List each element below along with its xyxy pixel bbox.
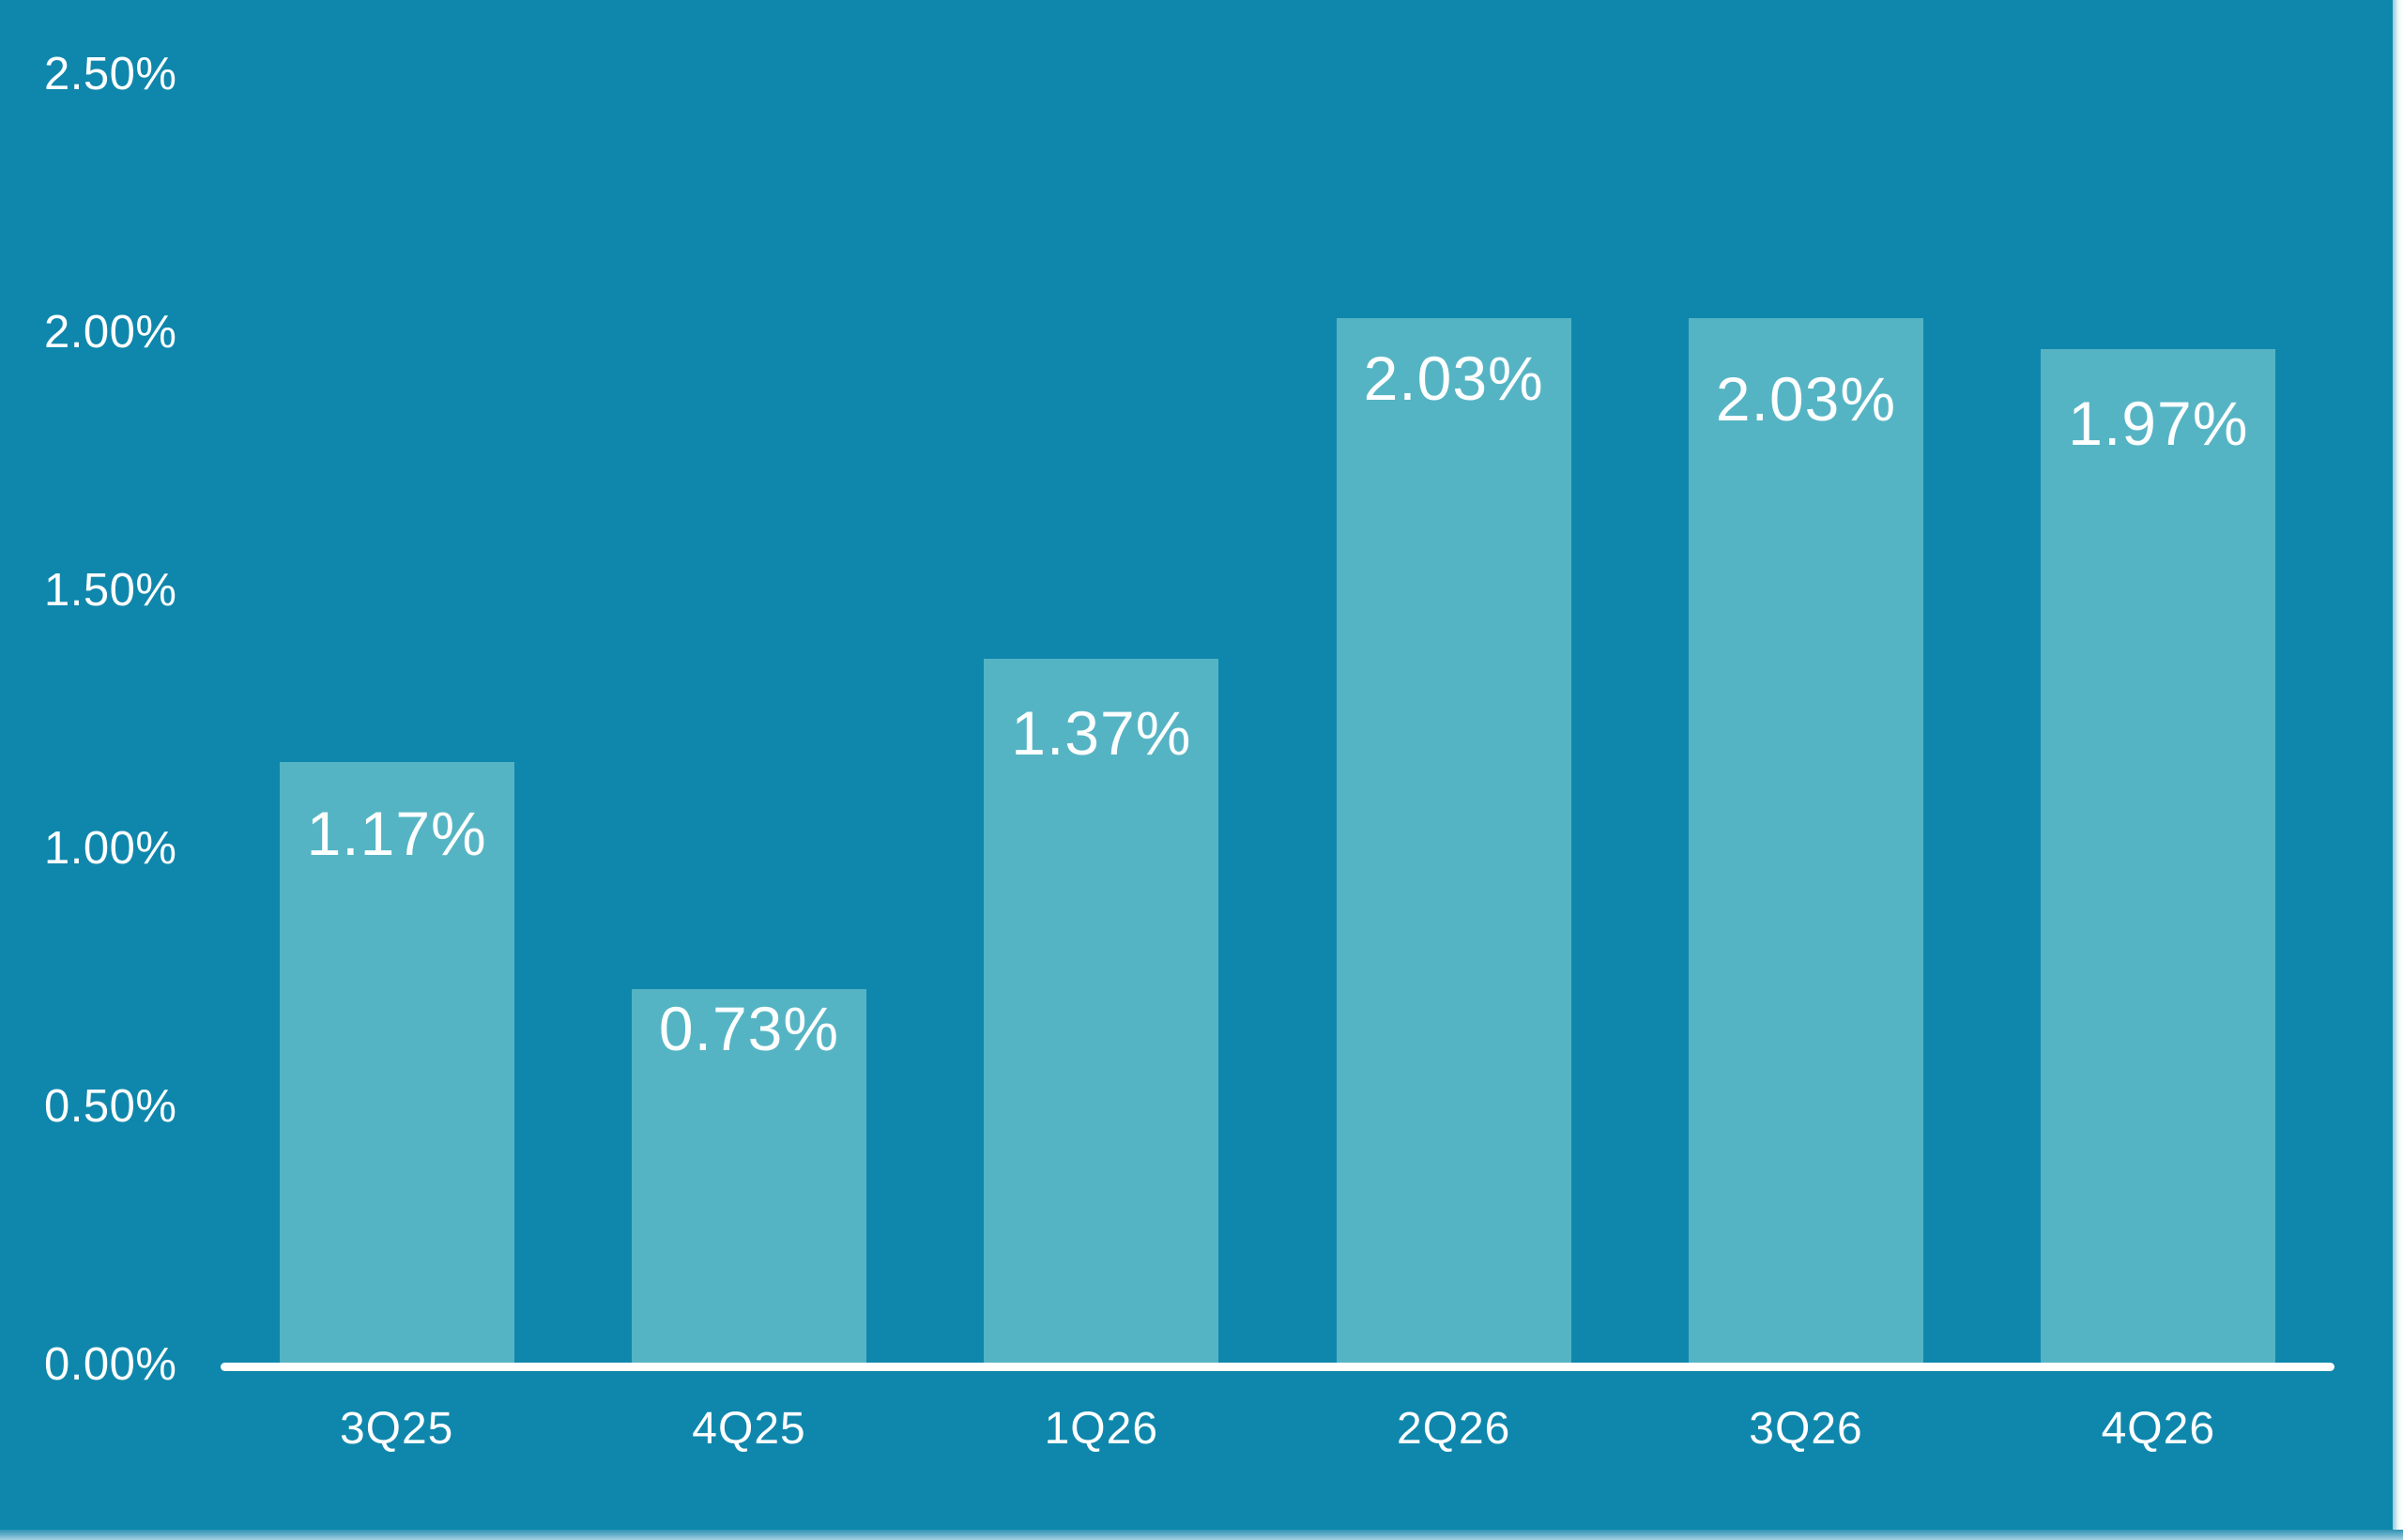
bar-value-label: 2.03%	[1715, 363, 1897, 434]
bar-4q26: 1.97%	[2041, 348, 2276, 1365]
slide-right-edge	[2393, 0, 2403, 1540]
bar-1q26: 1.37%	[984, 658, 1219, 1365]
bar-value-label: 1.37%	[1011, 697, 1192, 768]
y-axis-tick: 1.50%	[44, 565, 177, 617]
x-axis-label-4q25: 4Q25	[692, 1404, 806, 1454]
slide-bottom-edge	[0, 1530, 2403, 1540]
bar-value-label: 1.97%	[2068, 388, 2249, 458]
y-axis-tick: 2.50%	[44, 49, 177, 100]
y-axis-tick: 0.00%	[44, 1339, 177, 1391]
x-axis-label-3q26: 3Q26	[1749, 1404, 1863, 1454]
x-axis-label-3q25: 3Q25	[339, 1404, 454, 1454]
bar-3q26: 2.03%	[1689, 317, 1923, 1365]
bar-value-label: 1.17%	[306, 798, 487, 868]
bar-3q25: 1.17%	[279, 761, 514, 1365]
bar-2q26: 2.03%	[1336, 317, 1571, 1365]
y-axis-tick: 1.00%	[44, 823, 177, 875]
bar-value-label: 0.73%	[658, 993, 840, 1063]
x-axis-baseline	[221, 1363, 2334, 1371]
bar-value-label: 2.03%	[1363, 343, 1544, 413]
x-axis-label-2q26: 2Q26	[1396, 1404, 1511, 1454]
bar-4q25: 0.73%	[632, 988, 866, 1365]
y-axis-tick: 0.50%	[44, 1081, 177, 1133]
x-axis-label-4q26: 4Q26	[2101, 1404, 2216, 1454]
x-axis-label-1q26: 1Q26	[1044, 1404, 1159, 1454]
y-axis-tick: 2.00%	[44, 307, 177, 358]
